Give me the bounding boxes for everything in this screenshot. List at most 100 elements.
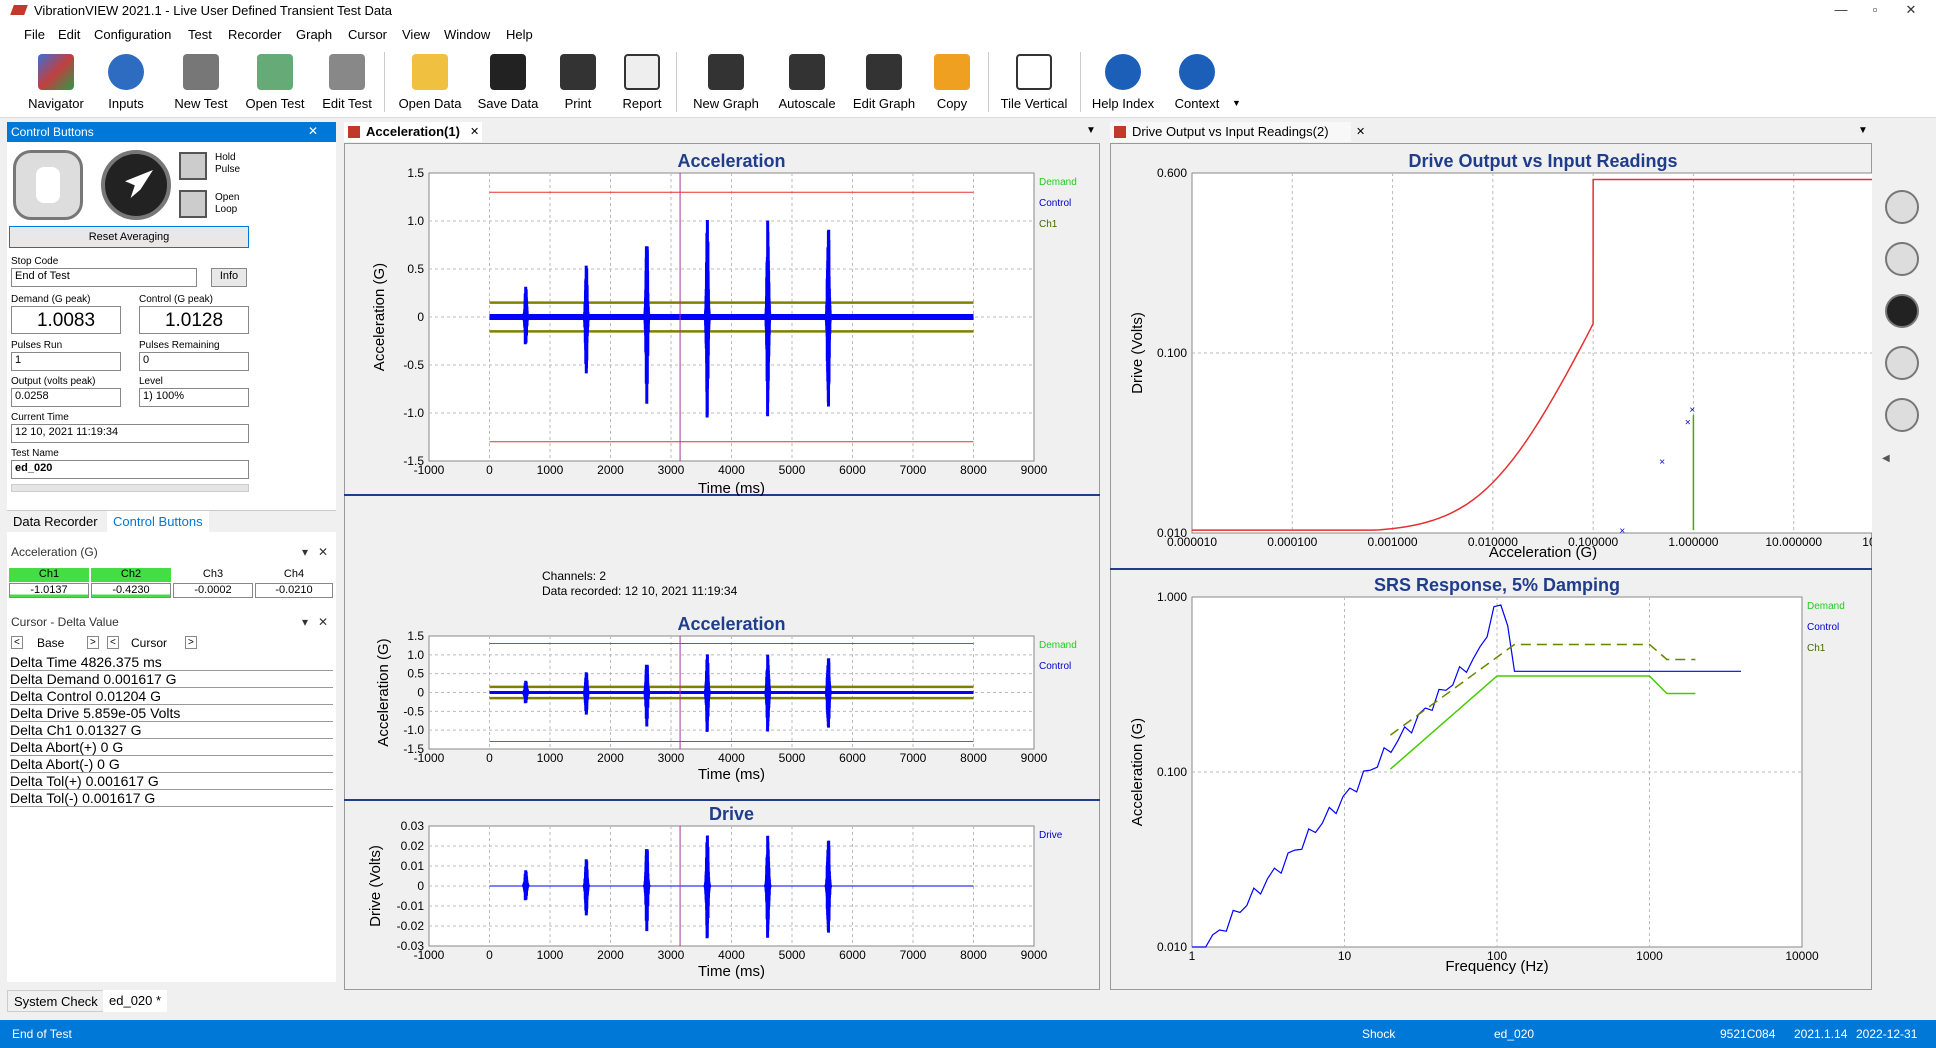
pulse-trace [703, 835, 712, 939]
delta-row: Delta Drive 5.859e-05 Volts [10, 705, 333, 722]
open-test-button[interactable]: Open Test [240, 52, 310, 114]
open-loop-button[interactable] [179, 190, 207, 218]
start-side-button[interactable] [1885, 294, 1919, 328]
accel-panel-header: Acceleration (G) ▾ ✕ [7, 542, 336, 562]
output-label: Output (volts peak) [11, 376, 96, 387]
close-tab-icon[interactable]: ✕ [1356, 126, 1366, 138]
dropdown-icon[interactable]: ▾ [301, 615, 308, 629]
navigator-button[interactable]: Navigator [18, 52, 94, 114]
pulse-trace [824, 840, 833, 933]
menu-cursor[interactable]: Cursor [348, 27, 388, 42]
menu-view[interactable]: View [402, 27, 430, 42]
reset-averaging-button[interactable]: Reset Averaging [9, 226, 249, 248]
y-tick-label: 0.5 [407, 262, 424, 276]
context-help-icon [1179, 54, 1215, 90]
help-index-button[interactable]: Help Index [1086, 52, 1160, 114]
edit-graph-label: Edit Graph [852, 96, 916, 111]
menu-window[interactable]: Window [444, 27, 491, 42]
tab-dropdown-icon[interactable]: ▼ [1086, 125, 1096, 136]
tab-system-check[interactable]: System Check [7, 990, 105, 1012]
pin-icon[interactable]: ✕ [307, 124, 318, 138]
pulse-trace [582, 672, 591, 715]
copy-button[interactable]: Copy [924, 52, 980, 114]
tile-vertical-button[interactable]: Tile Vertical [994, 52, 1074, 114]
dropdown-icon[interactable]: ▾ [301, 545, 308, 559]
x-tick-label: 9000 [1021, 463, 1048, 477]
legend-ch1: Ch1 [1807, 643, 1826, 654]
ch4-value: -0.0210 [255, 583, 333, 598]
base-label: Base [37, 636, 65, 650]
edit-test-icon [329, 54, 365, 90]
close-icon[interactable]: ✕ [317, 545, 328, 559]
y-tick-label: 0.01 [401, 859, 425, 873]
new-graph-label: New Graph [693, 96, 759, 111]
y-tick-label: -0.03 [397, 939, 425, 953]
base-next-button[interactable]: > [87, 636, 99, 649]
window-title: VibrationVIEW 2021.1 - Live User Defined… [34, 3, 392, 18]
previous-side-button[interactable] [1885, 346, 1919, 380]
stop-button[interactable] [13, 150, 83, 220]
x-tick-label: 7000 [900, 948, 927, 962]
tab-data-recorder[interactable]: Data Recorder [13, 514, 98, 529]
close-icon[interactable]: ✕ [317, 615, 328, 629]
open-test-label: Open Test [245, 96, 305, 111]
inputs-button[interactable]: Inputs [96, 52, 156, 114]
cursor-prev-button[interactable]: < [107, 636, 119, 649]
edit-test-button[interactable]: Edit Test [314, 52, 380, 114]
new-graph-icon [708, 54, 744, 90]
hold-pulse-button[interactable] [179, 152, 207, 180]
open-data-button[interactable]: Open Data [390, 52, 470, 114]
x-tick-label: -1000 [414, 751, 445, 765]
save-data-button[interactable]: Save Data [472, 52, 544, 114]
close-tab-icon[interactable]: ✕ [470, 126, 480, 138]
collapse-icon[interactable]: ◀ [1882, 453, 1890, 464]
x-tick-label: 0.000100 [1267, 535, 1317, 549]
tab-acceleration[interactable]: Acceleration(1) [344, 122, 482, 142]
pulse-trace [703, 654, 712, 732]
menu-test[interactable]: Test [188, 27, 212, 42]
next-side-button[interactable] [1885, 398, 1919, 432]
close-button[interactable]: ✕ [1905, 2, 1917, 17]
edit-graph-button[interactable]: Edit Graph [846, 52, 922, 114]
y-axis-label: Drive (Volts) [1129, 312, 1146, 394]
tab-ed-020[interactable]: ed_020 * [103, 990, 168, 1012]
start-button[interactable] [101, 150, 171, 220]
status-text: End of Test [12, 1027, 72, 1041]
demand-srs-curve [1389, 675, 1696, 770]
pulse-trace [703, 219, 712, 418]
info-button[interactable]: Info [211, 268, 247, 287]
menu-file[interactable]: File [24, 27, 45, 42]
menu-help[interactable]: Help [506, 27, 533, 42]
restore-button[interactable]: ▫ [1872, 2, 1878, 17]
toolbar-overflow-icon[interactable]: ▼ [1232, 98, 1241, 108]
stop-hand-icon [36, 167, 60, 203]
y-tick-label: 1.5 [407, 629, 424, 643]
run-side-button[interactable] [1885, 242, 1919, 276]
report-button[interactable]: Report [612, 52, 672, 114]
menu-configuration[interactable]: Configuration [94, 27, 172, 42]
tab-dropdown-icon[interactable]: ▼ [1858, 125, 1868, 136]
x-tick-label: 7000 [900, 463, 927, 477]
cursor-next-button[interactable]: > [185, 636, 197, 649]
menu-recorder[interactable]: Recorder [228, 27, 282, 42]
menu-edit[interactable]: Edit [58, 27, 81, 42]
control-panel-title: Control Buttons [11, 125, 94, 139]
new-test-button[interactable]: New Test [166, 52, 236, 114]
menu-graph[interactable]: Graph [296, 27, 333, 42]
context-button[interactable]: Context [1164, 52, 1230, 114]
tab-drive-output[interactable]: Drive Output vs Input Readings(2) [1110, 122, 1351, 142]
minimize-button[interactable]: — [1834, 2, 1848, 17]
tile-vertical-icon [1016, 54, 1052, 90]
delta-row: Delta Abort(-) 0 G [10, 756, 333, 773]
base-prev-button[interactable]: < [11, 636, 23, 649]
autoscale-button[interactable]: Autoscale [770, 52, 844, 114]
y-tick-label: 1.000 [1157, 590, 1187, 604]
report-label: Report [622, 96, 662, 111]
progress-bar [11, 484, 249, 492]
panel-tabs: Data Recorder Control Buttons [7, 510, 336, 533]
pulse-trace [763, 220, 772, 417]
new-graph-button[interactable]: New Graph [684, 52, 768, 114]
tab-control-buttons[interactable]: Control Buttons [107, 511, 209, 533]
stop-side-button[interactable] [1885, 190, 1919, 224]
print-button[interactable]: Print [548, 52, 608, 114]
